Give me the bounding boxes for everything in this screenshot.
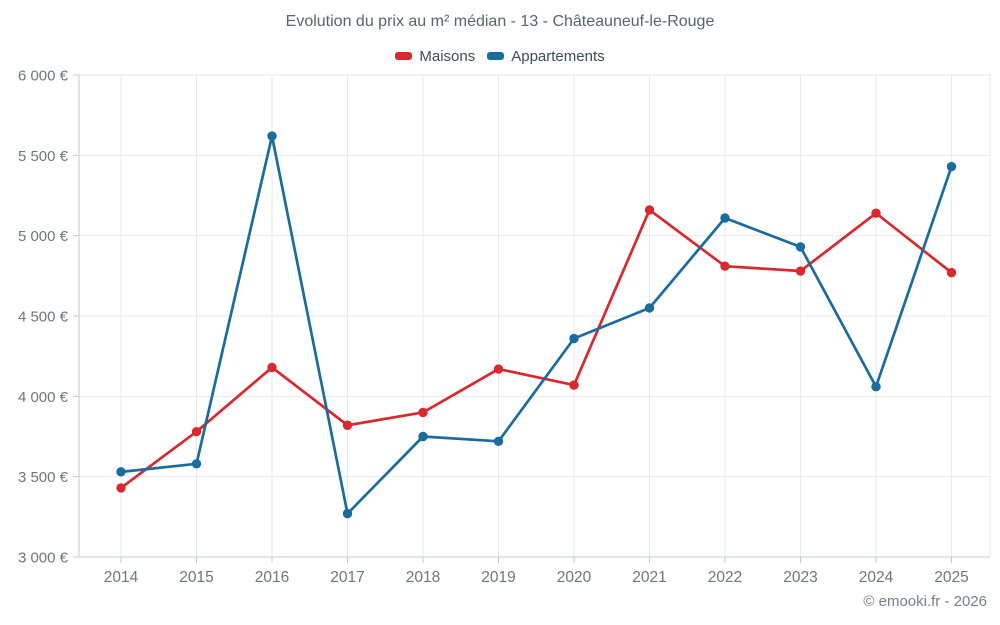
legend-item-appartements[interactable]: Appartements xyxy=(487,47,605,65)
maisons-point-2019[interactable] xyxy=(493,364,504,374)
x-axis-label: 2021 xyxy=(632,569,666,586)
x-axis-label: 2017 xyxy=(330,569,364,586)
x-axis-label: 2018 xyxy=(406,569,440,586)
maisons-point-2024[interactable] xyxy=(871,208,881,218)
appartements-point-2025[interactable] xyxy=(946,161,957,172)
appartements-point-2014[interactable] xyxy=(116,467,126,477)
maisons-point-2018[interactable] xyxy=(418,407,428,418)
appartements-point-2022[interactable] xyxy=(720,213,730,223)
y-axis-label: 4 500 € xyxy=(18,309,69,326)
x-axis-label: 2022 xyxy=(708,569,742,586)
maisons-point-2023[interactable] xyxy=(795,266,806,276)
y-axis-label: 5 500 € xyxy=(18,148,69,165)
appartements-series-swatch-icon xyxy=(487,52,505,60)
x-axis-label: 2014 xyxy=(104,569,139,586)
appartements-point-2019[interactable] xyxy=(493,436,504,447)
appartements-point-2016[interactable] xyxy=(267,131,277,141)
maisons-point-2017[interactable] xyxy=(342,420,353,430)
attribution: © emooki.fr - 2026 xyxy=(863,593,987,610)
x-axis-label: 2020 xyxy=(557,569,592,586)
appartements-point-2023[interactable] xyxy=(795,242,806,252)
maisons-point-2021[interactable] xyxy=(644,205,655,215)
appartements-series-label: Appartements xyxy=(511,47,605,65)
appartements-point-2021[interactable] xyxy=(644,303,655,313)
x-axis-label: 2015 xyxy=(179,569,213,586)
legend: Maisons Appartements xyxy=(0,45,1000,67)
y-axis-label: 5 000 € xyxy=(18,228,69,245)
appartements-point-2017[interactable] xyxy=(342,508,353,519)
appartements-line[interactable] xyxy=(119,134,953,515)
y-axis-label: 4 000 € xyxy=(18,389,69,406)
x-axis-label: 2024 xyxy=(859,569,894,586)
appartements-point-2024[interactable] xyxy=(871,381,881,392)
chart-title: Evolution du prix au m² médian - 13 - Ch… xyxy=(285,13,715,30)
maisons-point-2016[interactable] xyxy=(267,362,277,373)
maisons-point-2025[interactable] xyxy=(946,267,957,278)
x-axis-label: 2025 xyxy=(934,569,968,586)
appartements-point-2020[interactable] xyxy=(569,333,579,344)
x-axis-label: 2019 xyxy=(481,569,515,586)
appartements-point-2018[interactable] xyxy=(418,431,428,442)
maisons-point-2014[interactable] xyxy=(116,483,126,493)
y-axis-label: 3 500 € xyxy=(18,469,69,486)
maisons-line[interactable] xyxy=(119,208,953,490)
appartements-point-2015[interactable] xyxy=(191,459,202,469)
y-axis-label: 6 000 € xyxy=(18,68,69,85)
maisons-point-2022[interactable] xyxy=(720,261,730,271)
maisons-point-2015[interactable] xyxy=(191,426,202,437)
legend-item-maisons[interactable]: Maisons xyxy=(395,48,475,65)
maisons-point-2020[interactable] xyxy=(569,380,579,390)
maisons-series-swatch-icon xyxy=(395,52,413,60)
maisons-series-label: Maisons xyxy=(419,47,476,65)
y-axis-label: 3 000 € xyxy=(18,550,69,567)
x-axis-label: 2016 xyxy=(255,569,289,586)
x-axis-label: 2023 xyxy=(783,569,817,586)
